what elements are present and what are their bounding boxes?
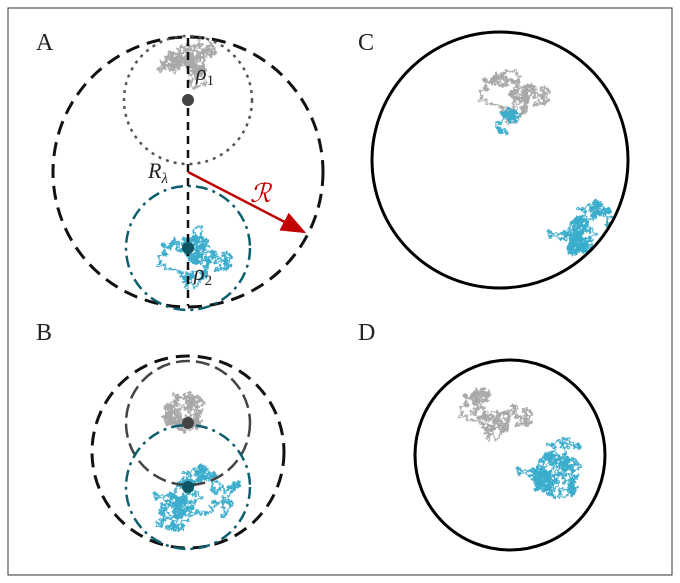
teal-circle bbox=[124, 184, 252, 312]
boundary-circle bbox=[413, 358, 607, 552]
center-dot bbox=[182, 242, 194, 254]
panel-label: B bbox=[36, 320, 52, 346]
r-lambda-label: Rλ bbox=[147, 158, 168, 187]
random-walk bbox=[160, 390, 206, 434]
grey-circle bbox=[124, 359, 252, 487]
radius-label: ℛ bbox=[250, 179, 273, 208]
random-walk bbox=[156, 36, 218, 91]
panel-label: D bbox=[358, 320, 375, 346]
boundary-circle bbox=[370, 30, 630, 290]
center-dot bbox=[182, 417, 194, 429]
grey-circle bbox=[122, 34, 254, 166]
outer-circle bbox=[51, 35, 325, 309]
radius-arrow bbox=[187, 170, 307, 234]
symbol: ρ bbox=[195, 60, 207, 85]
teal-circle bbox=[124, 423, 252, 551]
rho1-label: ρ1 bbox=[195, 60, 214, 89]
random-walk bbox=[151, 463, 242, 533]
panel-label: C bbox=[358, 30, 374, 56]
center-dot bbox=[182, 94, 194, 106]
random-walk bbox=[494, 106, 521, 137]
outer-circle bbox=[90, 354, 286, 550]
random-walk bbox=[457, 386, 534, 443]
random-walk bbox=[514, 436, 583, 500]
center-dot bbox=[182, 481, 194, 493]
random-walk bbox=[156, 224, 234, 292]
rho2-label: ρ2 bbox=[193, 260, 212, 289]
symbol: ρ bbox=[193, 260, 205, 285]
subscript: λ bbox=[160, 171, 168, 187]
frame bbox=[7, 7, 673, 576]
panel-label: A bbox=[36, 30, 54, 56]
symbol: R bbox=[147, 158, 162, 183]
subscript: 1 bbox=[207, 73, 215, 89]
subscript: 2 bbox=[205, 273, 213, 289]
